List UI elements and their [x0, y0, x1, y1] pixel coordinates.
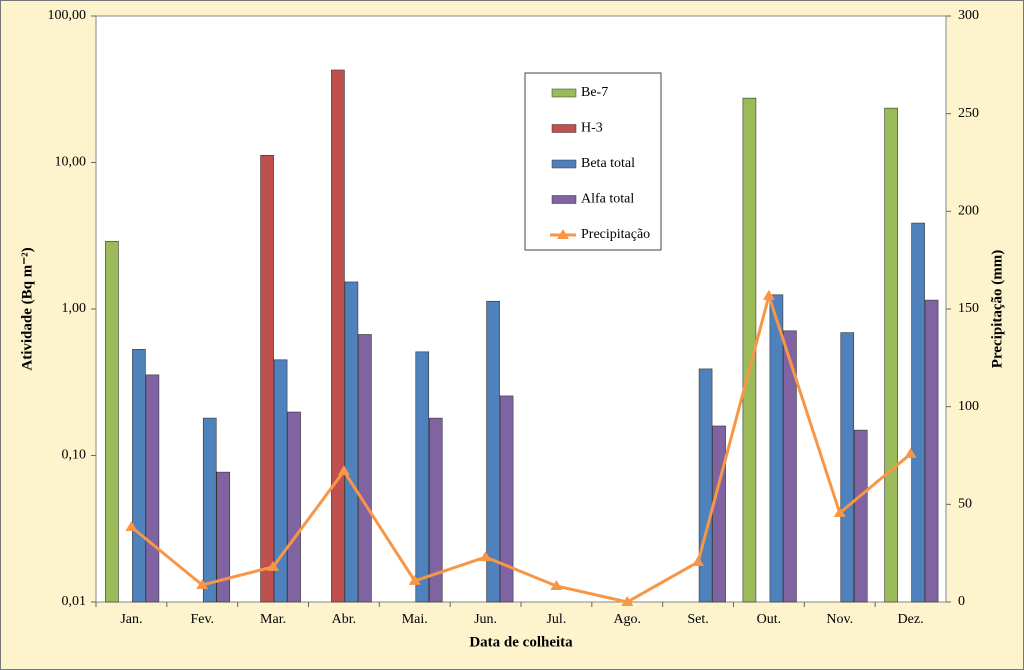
legend-swatch — [551, 124, 577, 133]
legend-label: H-3 — [581, 121, 603, 136]
x-tick-label: Fev. — [190, 612, 214, 627]
bar — [769, 294, 784, 603]
bar — [145, 374, 160, 603]
precip-marker — [408, 574, 421, 585]
x-tick-label: Nov. — [826, 612, 853, 627]
y2-tick-label: 300 — [958, 8, 979, 23]
bar — [698, 368, 713, 603]
x-tick-label: Ago. — [613, 612, 641, 627]
precip-marker — [479, 551, 492, 562]
legend-swatch — [551, 159, 577, 169]
y2-tick-label: 0 — [958, 594, 965, 609]
legend-marker — [557, 229, 569, 239]
precip-marker — [621, 596, 634, 606]
bar — [331, 69, 345, 603]
precip-marker — [267, 560, 280, 571]
legend-box — [524, 72, 662, 251]
x-tick-label: Jun. — [474, 612, 497, 627]
precip-marker — [692, 555, 705, 566]
x-tick-label: Dez. — [898, 612, 924, 627]
x-axis-title: Data de colheita — [469, 634, 573, 650]
x-tick-label: Jul. — [546, 612, 566, 627]
precip-line — [130, 290, 912, 604]
precip-marker — [337, 465, 350, 476]
bar — [132, 349, 146, 603]
y2-tick-label: 250 — [958, 106, 979, 121]
bar — [287, 411, 301, 603]
legend-label: Precipitação — [581, 227, 650, 242]
bar — [216, 471, 231, 603]
plot-area — [95, 15, 947, 603]
y-tick-label: 0,10 — [62, 448, 87, 463]
bar — [499, 395, 514, 603]
y-tick-label: 1,00 — [62, 301, 87, 316]
y-axis-title: Atividade (Bq m⁻²) — [19, 247, 35, 370]
precip-marker — [833, 506, 846, 517]
legend-swatch — [551, 195, 577, 204]
bar — [260, 154, 274, 603]
bar — [428, 417, 443, 603]
y2-tick-label: 50 — [958, 497, 972, 512]
y2-tick-label: 200 — [958, 204, 979, 219]
bar — [840, 332, 855, 603]
x-tick-label: Mai. — [402, 612, 428, 627]
x-tick-label: Set. — [687, 612, 708, 627]
y2-tick-label: 100 — [958, 399, 979, 414]
legend-label: Be-7 — [581, 85, 608, 100]
x-tick-label: Jan. — [120, 612, 142, 627]
bar — [486, 300, 500, 603]
bar — [344, 281, 359, 603]
y-tick-label: 10,00 — [55, 155, 87, 170]
legend-label: Alfa total — [581, 192, 634, 207]
y2-axis-title: Precipitação (mm) — [989, 250, 1005, 368]
bar — [924, 299, 939, 603]
precip-marker — [125, 520, 138, 531]
bar — [911, 222, 925, 603]
y-tick-label: 0,01 — [62, 594, 87, 609]
bar — [853, 429, 868, 603]
y2-tick-label: 150 — [958, 301, 979, 316]
bar — [202, 417, 217, 603]
precip-marker — [196, 579, 209, 590]
legend-swatch — [551, 88, 577, 98]
y-tick-label: 100,00 — [48, 8, 87, 23]
legend-label: Beta total — [581, 156, 635, 171]
precip-marker — [762, 289, 775, 300]
x-tick-label: Abr. — [332, 612, 357, 627]
x-tick-label: Out. — [757, 612, 782, 627]
precip-marker — [550, 579, 563, 590]
bar — [273, 359, 288, 603]
bar — [105, 240, 119, 603]
bar — [783, 330, 797, 603]
precip-marker — [904, 447, 917, 458]
bar — [415, 351, 430, 603]
x-tick-label: Mar. — [260, 612, 286, 627]
bar — [884, 107, 898, 603]
bar — [712, 425, 726, 603]
bar — [358, 334, 372, 603]
